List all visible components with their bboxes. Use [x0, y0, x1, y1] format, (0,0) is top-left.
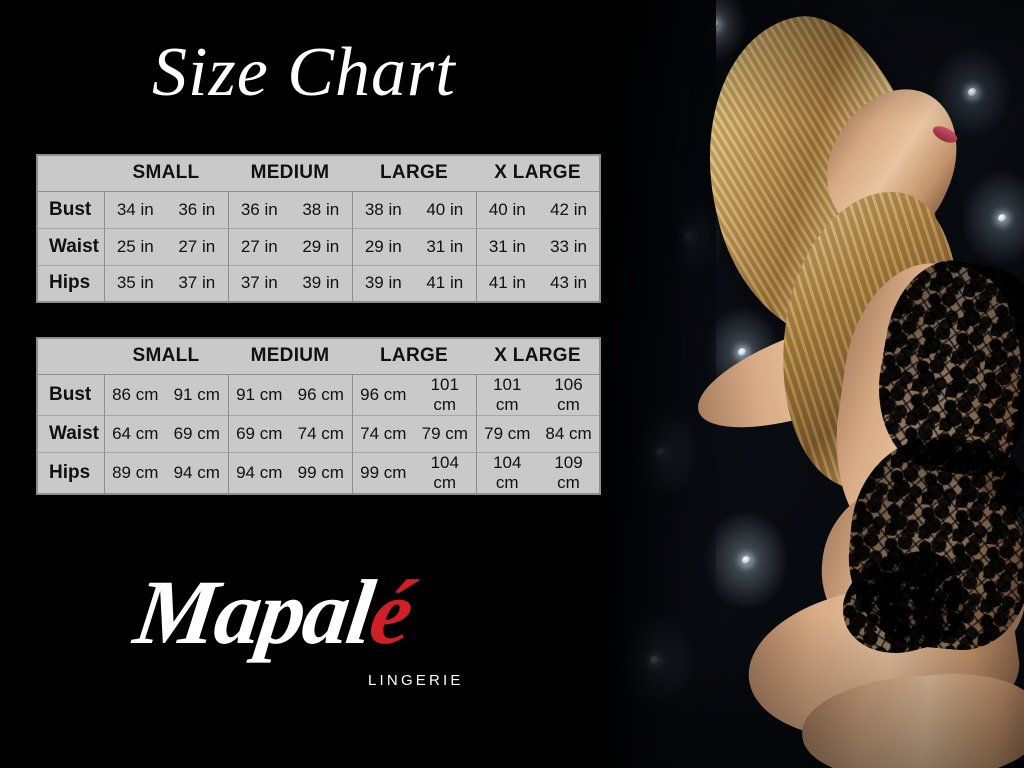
- brand-logo: Mapalé LINGERIE: [129, 560, 536, 710]
- cell-hips-xlarge-max: 43 in: [538, 264, 601, 302]
- row-label-waist: Waist: [37, 227, 105, 265]
- cell-waist-large-max-cm: 79 cm: [414, 414, 477, 452]
- cell-hips-xlarge-min: 41 in: [475, 264, 539, 302]
- cell-hips-xlarge-max-cm: 109 cm: [538, 451, 601, 494]
- cell-bust-small-min: 34 in: [103, 190, 166, 228]
- cell-waist-medium-max-cm: 74 cm: [290, 414, 353, 452]
- page-title: Size Chart: [152, 34, 456, 111]
- table-row: Hips 89 cm 94 cm 94 cm 99 cm 99 cm 104 c…: [37, 451, 601, 494]
- cell-bust-large-max: 40 in: [414, 190, 477, 228]
- cell-bust-xlarge-max: 42 in: [538, 190, 601, 228]
- brand-logo-wordmark: Mapalé: [129, 561, 543, 663]
- cell-hips-small-min: 35 in: [103, 264, 166, 302]
- table-row: Waist 25 in 27 in 27 in 29 in 29 in 31 i…: [37, 227, 601, 265]
- cell-waist-small-max-cm: 69 cm: [166, 414, 228, 452]
- cell-waist-medium-min-cm: 69 cm: [227, 414, 290, 452]
- size-header-medium: MEDIUM: [228, 338, 353, 374]
- brand-subtitle: LINGERIE: [368, 672, 464, 689]
- cell-bust-small-max: 36 in: [166, 190, 228, 228]
- size-header-medium: MEDIUM: [228, 155, 353, 191]
- cell-hips-large-max-cm: 104 cm: [414, 451, 477, 494]
- size-header-large: LARGE: [352, 155, 477, 191]
- cell-bust-medium-max-cm: 96 cm: [290, 373, 353, 415]
- brand-name-main: Mapal: [128, 561, 379, 663]
- size-header-small: SMALL: [104, 338, 228, 374]
- cell-bust-xlarge-min-cm: 101 cm: [475, 373, 539, 415]
- table-row: Waist 64 cm 69 cm 69 cm 74 cm 74 cm 79 c…: [37, 414, 601, 452]
- size-table-inches: SMALL MEDIUM LARGE X LARGE Bust 34 in 36…: [36, 154, 602, 303]
- cell-bust-medium-max: 38 in: [290, 190, 353, 228]
- cell-waist-small-min-cm: 64 cm: [103, 414, 166, 452]
- cell-hips-small-max: 37 in: [166, 264, 228, 302]
- row-label-hips: Hips: [37, 264, 105, 302]
- cell-waist-xlarge-max: 33 in: [538, 227, 601, 265]
- cell-waist-small-max: 27 in: [166, 227, 228, 265]
- photo-vignette: [596, 0, 1024, 768]
- cell-hips-large-min: 39 in: [351, 264, 415, 302]
- cell-hips-medium-min: 37 in: [227, 264, 290, 302]
- cell-waist-xlarge-min-cm: 79 cm: [475, 414, 539, 452]
- size-header-x-large: X LARGE: [476, 155, 601, 191]
- size-table-centimeters: SMALL MEDIUM LARGE X LARGE Bust 86 cm 91…: [36, 337, 602, 495]
- table-corner-cell: [37, 155, 104, 191]
- row-label-waist: Waist: [37, 414, 105, 452]
- cell-waist-large-min: 29 in: [351, 227, 415, 265]
- table-row: Bust 86 cm 91 cm 91 cm 96 cm 96 cm 101 c…: [37, 373, 601, 415]
- cell-hips-large-max: 41 in: [414, 264, 477, 302]
- size-header-x-large: X LARGE: [476, 338, 601, 374]
- cell-waist-xlarge-max-cm: 84 cm: [538, 414, 601, 452]
- cell-waist-large-max: 31 in: [414, 227, 477, 265]
- cell-bust-small-max-cm: 91 cm: [166, 373, 228, 415]
- table-row: Bust 34 in 36 in 36 in 38 in 38 in 40 in…: [37, 190, 601, 228]
- table-row: Hips 35 in 37 in 37 in 39 in 39 in 41 in…: [37, 264, 601, 302]
- cell-hips-small-min-cm: 89 cm: [103, 451, 166, 494]
- cell-hips-xlarge-min-cm: 104 cm: [475, 451, 539, 494]
- cell-hips-large-min-cm: 99 cm: [351, 451, 415, 494]
- cell-bust-xlarge-min: 40 in: [475, 190, 539, 228]
- cell-waist-small-min: 25 in: [103, 227, 166, 265]
- table-corner-cell: [37, 338, 104, 374]
- size-header-large: LARGE: [352, 338, 477, 374]
- table-header-row: SMALL MEDIUM LARGE X LARGE: [37, 155, 601, 191]
- row-label-bust: Bust: [37, 190, 105, 228]
- cell-waist-xlarge-min: 31 in: [475, 227, 539, 265]
- row-label-bust: Bust: [37, 373, 105, 415]
- product-photo: [596, 0, 1024, 768]
- cell-waist-medium-max: 29 in: [290, 227, 353, 265]
- cell-bust-xlarge-max-cm: 106 cm: [538, 373, 601, 415]
- cell-hips-medium-max-cm: 99 cm: [290, 451, 353, 494]
- cell-hips-medium-min-cm: 94 cm: [227, 451, 290, 494]
- cell-bust-large-max-cm: 101 cm: [414, 373, 477, 415]
- cell-bust-medium-min-cm: 91 cm: [227, 373, 290, 415]
- size-header-small: SMALL: [104, 155, 228, 191]
- row-label-hips: Hips: [37, 451, 105, 494]
- cell-bust-large-min-cm: 96 cm: [351, 373, 415, 415]
- cell-hips-small-max-cm: 94 cm: [166, 451, 228, 494]
- cell-bust-medium-min: 36 in: [227, 190, 290, 228]
- cell-bust-small-min-cm: 86 cm: [103, 373, 166, 415]
- table-header-row: SMALL MEDIUM LARGE X LARGE: [37, 338, 601, 374]
- cell-hips-medium-max: 39 in: [290, 264, 353, 302]
- cell-bust-large-min: 38 in: [351, 190, 415, 228]
- cell-waist-medium-min: 27 in: [227, 227, 290, 265]
- cell-waist-large-min-cm: 74 cm: [351, 414, 415, 452]
